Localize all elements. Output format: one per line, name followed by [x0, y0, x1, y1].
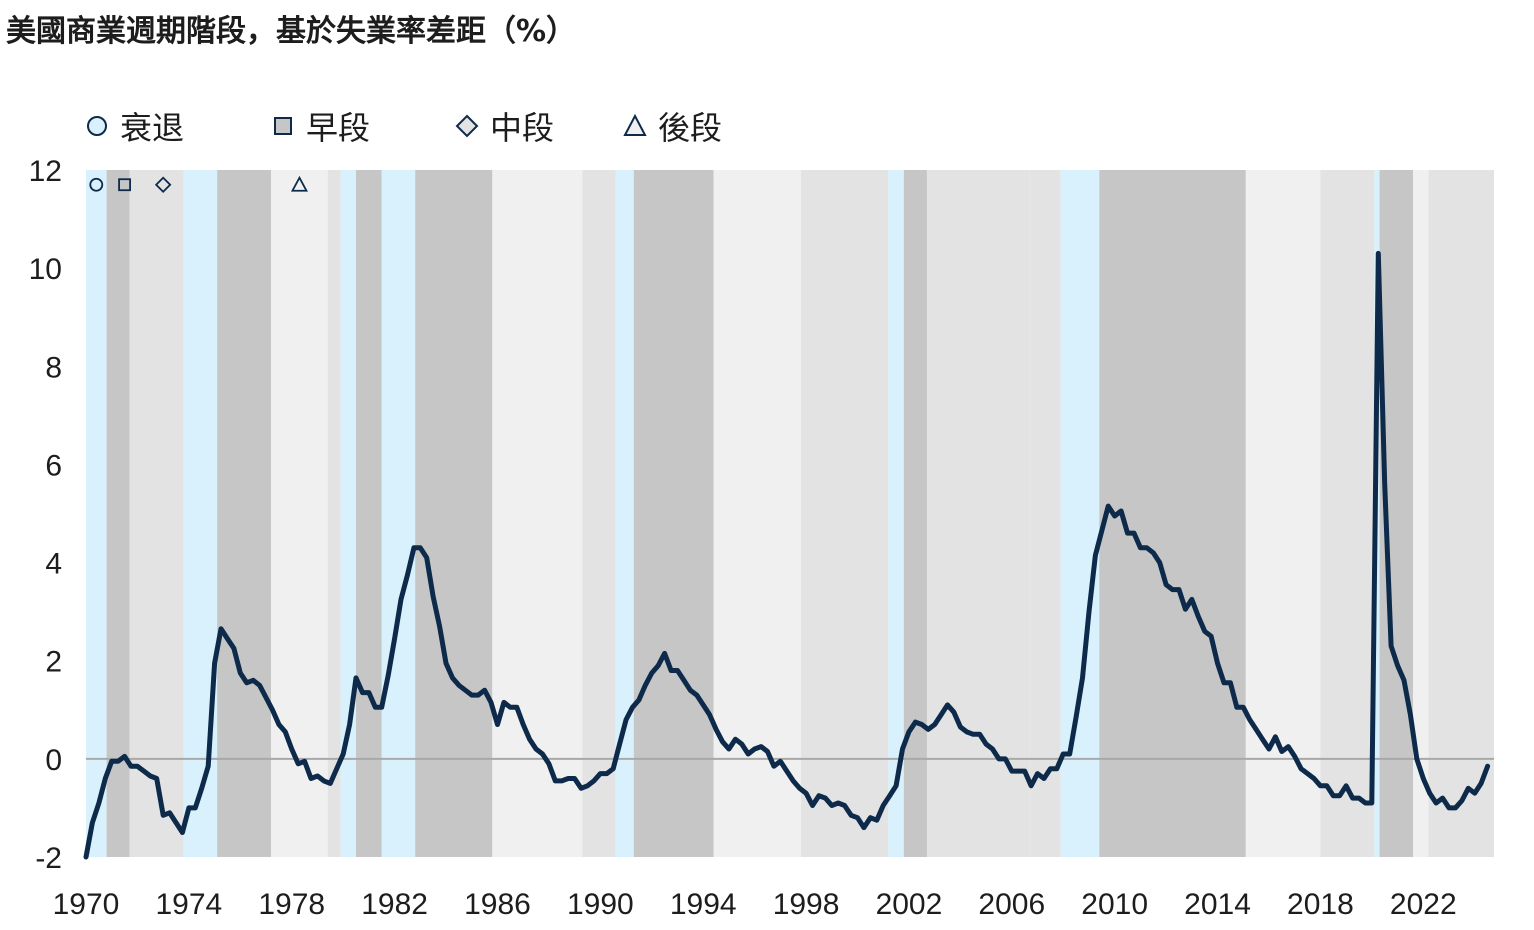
phase-band-mid — [926, 170, 1030, 857]
legend-item-late: 後段 — [622, 104, 722, 148]
phase-markers — [89, 175, 308, 193]
phase-band-early — [633, 170, 714, 857]
phase-band-mid — [582, 170, 616, 857]
marker-square — [118, 178, 131, 192]
legend-label-late: 後段 — [658, 109, 723, 147]
x-axis-ticks: 1970 1974 1978 1982 1986 1990 1994 1998 2002 2006… — [53, 888, 1457, 921]
legend-label-early: 早段 — [306, 109, 371, 147]
x-tick-label: 1974 — [155, 888, 222, 921]
phase-band-mid — [129, 170, 184, 857]
x-tick-label: 1990 — [567, 888, 634, 921]
x-tick-label: 2018 — [1287, 888, 1354, 921]
series-line — [83, 250, 1491, 860]
square-icon — [274, 117, 292, 135]
series-group — [83, 250, 1491, 860]
y-tick-label: 0 — [45, 744, 62, 777]
chart-title: 美國商業週期階段，基於失業率差距（%） — [6, 14, 577, 49]
y-tick-label: 6 — [45, 449, 62, 482]
legend-item-early: 早段 — [270, 104, 370, 148]
phase-band-recession — [86, 170, 107, 857]
x-tick-label: 2006 — [978, 888, 1045, 921]
phase-band-early — [903, 170, 927, 857]
marker-diamond — [154, 176, 172, 193]
x-tick-label: 1998 — [773, 888, 840, 921]
phase-band-recession — [340, 170, 357, 857]
phase-band-recession — [888, 170, 904, 857]
legend-item-recession: 衰退 — [84, 104, 184, 148]
phase-band-early — [106, 170, 130, 857]
diamond-icon — [455, 114, 479, 138]
x-tick-label: 2014 — [1184, 888, 1251, 921]
x-tick-label: 1970 — [53, 888, 120, 921]
phase-band-late — [271, 170, 328, 857]
y-tick-label: 10 — [29, 253, 62, 286]
triangle-icon — [623, 113, 647, 136]
phase-band-recession — [381, 170, 416, 857]
phase-band-mid — [1320, 170, 1375, 857]
phase-band-mid — [1029, 170, 1061, 857]
phase-band-early — [217, 170, 272, 857]
x-tick-label: 2010 — [1081, 888, 1148, 921]
phase-band-mid — [800, 170, 889, 857]
legend-item-mid: 中段 — [454, 104, 554, 148]
y-tick-label: 2 — [45, 646, 62, 679]
phase-band-mid — [1428, 170, 1494, 857]
phase-band-early — [356, 170, 382, 857]
phase-band-recession — [1060, 170, 1100, 857]
phase-band-early — [415, 170, 493, 857]
phase-band-late — [492, 170, 583, 857]
phase-band-late — [713, 170, 801, 857]
phase-band-late — [1412, 170, 1429, 857]
x-tick-label: 1982 — [361, 888, 428, 921]
phase-band-recession — [615, 170, 634, 857]
y-tick-label: 12 — [29, 155, 62, 188]
phase-bands — [86, 170, 1494, 857]
x-tick-label: 2022 — [1390, 888, 1457, 921]
legend-label-recession: 衰退 — [120, 109, 185, 147]
y-tick-label: -2 — [35, 842, 62, 875]
marker-triangle — [290, 175, 308, 192]
x-tick-label: 1994 — [670, 888, 737, 921]
phase-band-mid — [327, 170, 341, 857]
legend-label-mid: 中段 — [490, 109, 555, 147]
x-tick-label: 2002 — [876, 888, 943, 921]
y-tick-label: 4 — [45, 548, 62, 581]
x-tick-label: 1986 — [464, 888, 531, 921]
y-tick-label: 8 — [45, 351, 62, 384]
phase-band-recession — [183, 170, 218, 857]
phase-band-late — [1245, 170, 1321, 857]
legend: 衰退 早段 中段 後段 — [84, 104, 884, 148]
circle-icon — [87, 116, 107, 136]
x-tick-label: 1978 — [258, 888, 325, 921]
marker-circle — [89, 177, 104, 192]
y-axis-ticks: -2 0 2 4 6 8 10 12 — [29, 155, 62, 875]
